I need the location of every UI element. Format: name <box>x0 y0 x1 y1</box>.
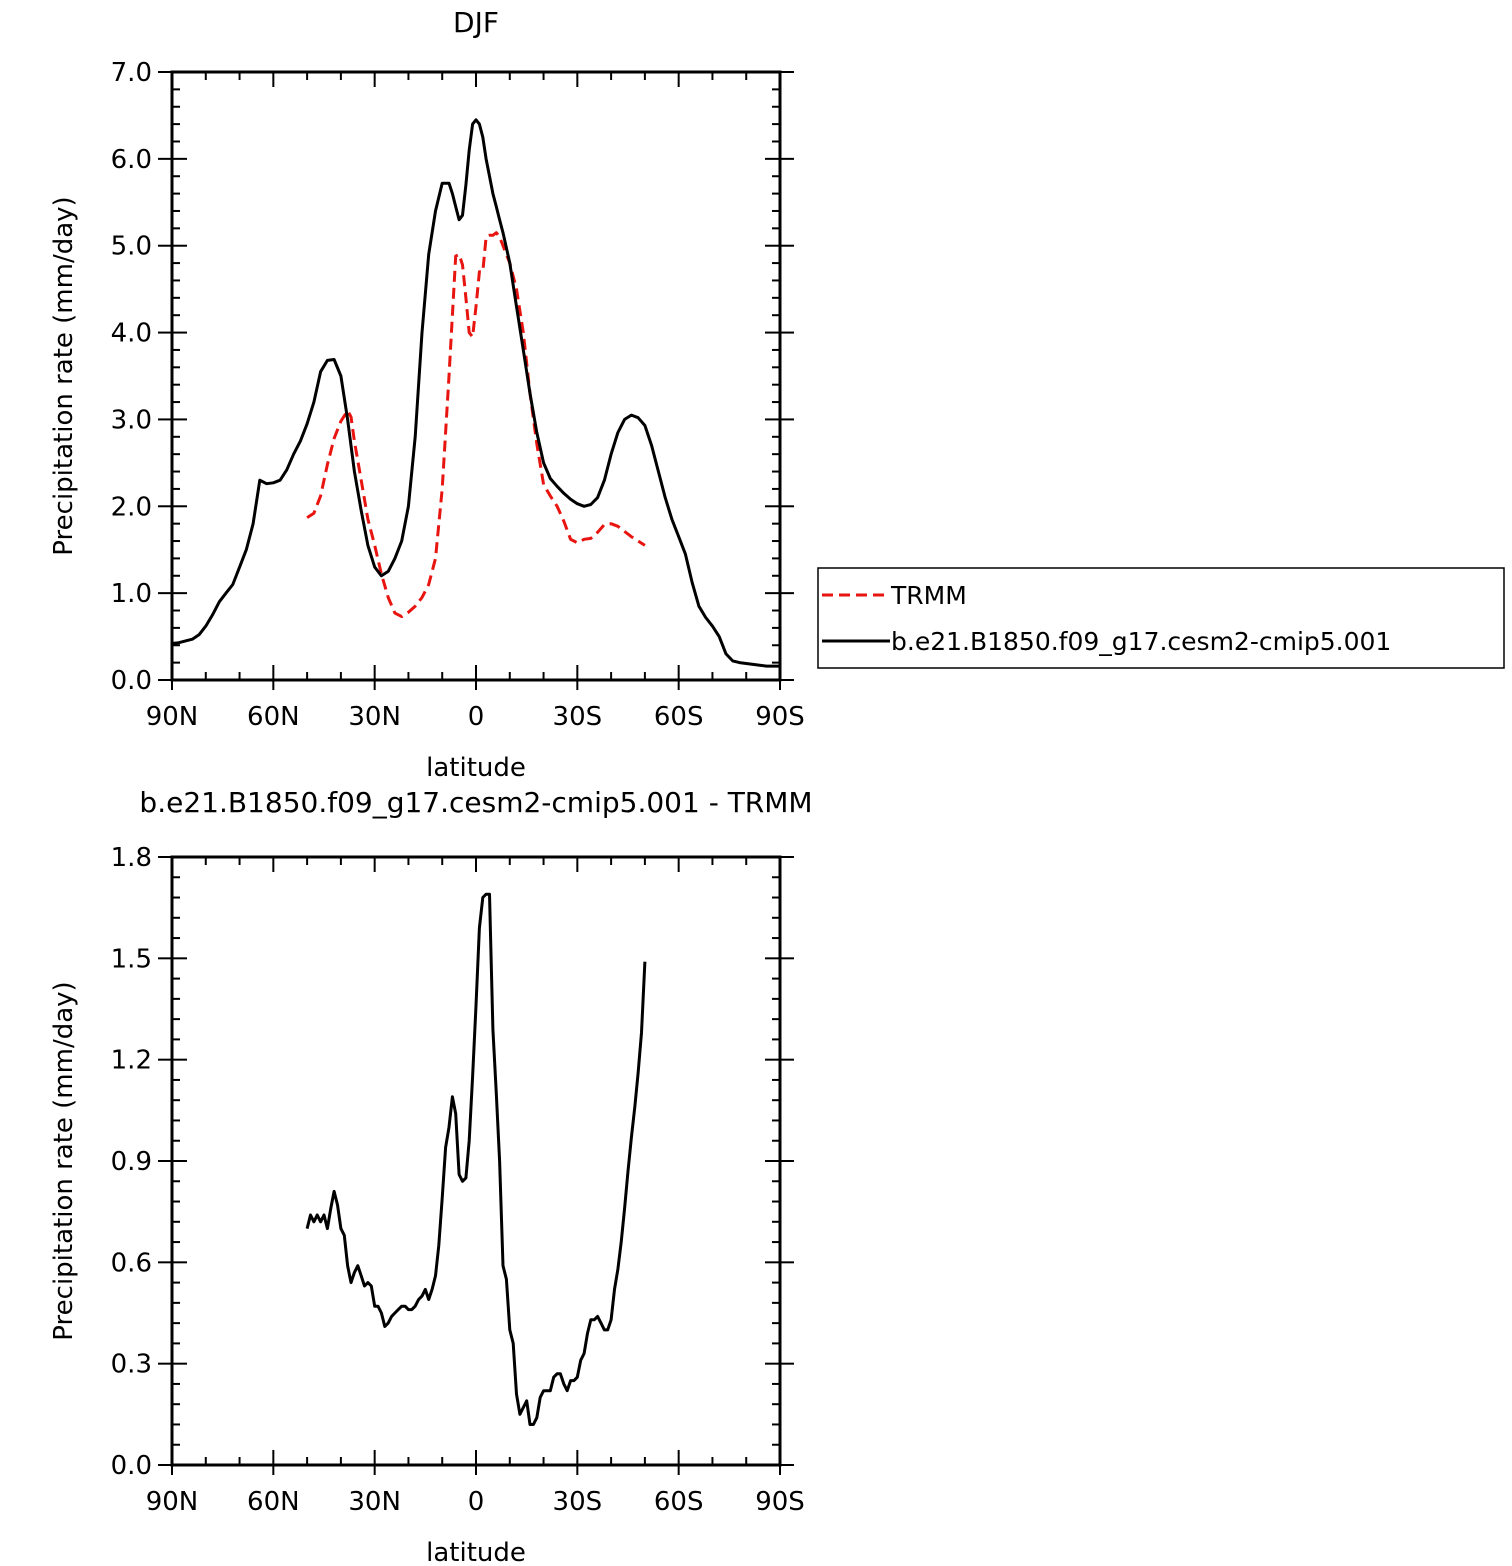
y-tick-label: 0.0 <box>111 666 152 696</box>
series-line-difference <box>305 892 647 1426</box>
y-tick-label: 5.0 <box>111 232 152 262</box>
legend-box <box>817 567 1505 669</box>
legend-label-model: b.e21.B1850.f09_g17.cesm2-cmip5.001 <box>891 627 1391 656</box>
series-line-trmm <box>306 231 646 619</box>
x-tick-label: 0 <box>468 702 485 732</box>
x-tick-label: 0 <box>468 1487 485 1517</box>
x-tick-label: 60N <box>247 1487 300 1517</box>
series-line-b-e21-b1850-f09-g17-cesm2-cmip5-001 <box>171 118 780 668</box>
legend: TRMM b.e21.B1850.f09_g17.cesm2-cmip5.001 <box>817 567 1505 669</box>
chart-title: b.e21.B1850.f09_g17.cesm2-cmip5.001 - TR… <box>139 786 812 819</box>
legend-label-trmm: TRMM <box>890 581 967 610</box>
y-tick-label: 1.2 <box>111 1046 152 1076</box>
x-axis-label: latitude <box>426 1538 526 1566</box>
y-axis-label: Precipitation rate (mm/day) <box>49 981 79 1340</box>
y-tick-label: 2.0 <box>111 492 152 522</box>
plot-marks: 90N 60N 30N 0 30S 60S 90S 0.0 0.3 0.6 0.9 1.2 1.5 1.8 <box>111 843 805 1517</box>
y-tick-label: 1.8 <box>111 843 152 873</box>
y-tick-label: 0.9 <box>111 1147 152 1177</box>
x-tick-label: 30N <box>348 702 401 732</box>
y-tick-label: 0.6 <box>111 1248 152 1278</box>
x-tick-label: 90N <box>146 702 199 732</box>
plot-marks: 90N 60N 30N 0 30S 60S 90S 0.0 1.0 2.0 3.0 4.0 5.0 6.0… <box>111 58 805 732</box>
x-tick-label: 60N <box>247 702 300 732</box>
x-tick-label: 90S <box>755 702 805 732</box>
x-tick-label: 60S <box>654 1487 704 1517</box>
y-tick-label: 0.3 <box>111 1350 152 1380</box>
x-tick-label: 30S <box>553 702 603 732</box>
x-tick-label: 30S <box>553 1487 603 1517</box>
x-tick-label: 90N <box>146 1487 199 1517</box>
y-tick-label: 7.0 <box>111 58 152 88</box>
x-tick-label: 90S <box>755 1487 805 1517</box>
y-tick-label: 1.0 <box>111 579 152 609</box>
x-axis-label: latitude <box>426 753 526 783</box>
x-tick-label: 60S <box>654 702 704 732</box>
y-tick-label: 3.0 <box>111 405 152 435</box>
plot-frame <box>170 855 782 1467</box>
y-tick-label: 1.5 <box>111 944 152 974</box>
plot-frame <box>170 70 782 682</box>
y-tick-label: 0.0 <box>111 1451 152 1481</box>
panel-difference: b.e21.B1850.f09_g17.cesm2-cmip5.001 - TR… <box>49 786 813 1566</box>
y-axis-label: Precipitation rate (mm/day) <box>49 196 79 555</box>
chart-title: DJF <box>453 6 499 39</box>
x-tick-label: 30N <box>348 1487 401 1517</box>
y-tick-label: 4.0 <box>111 319 152 349</box>
panel-climatology: DJF 90N 60N 30N 0 30S 60S 90S 0.0 1.0 2.0 3.0 4.0 5.… <box>49 6 805 783</box>
y-tick-label: 6.0 <box>111 145 152 175</box>
